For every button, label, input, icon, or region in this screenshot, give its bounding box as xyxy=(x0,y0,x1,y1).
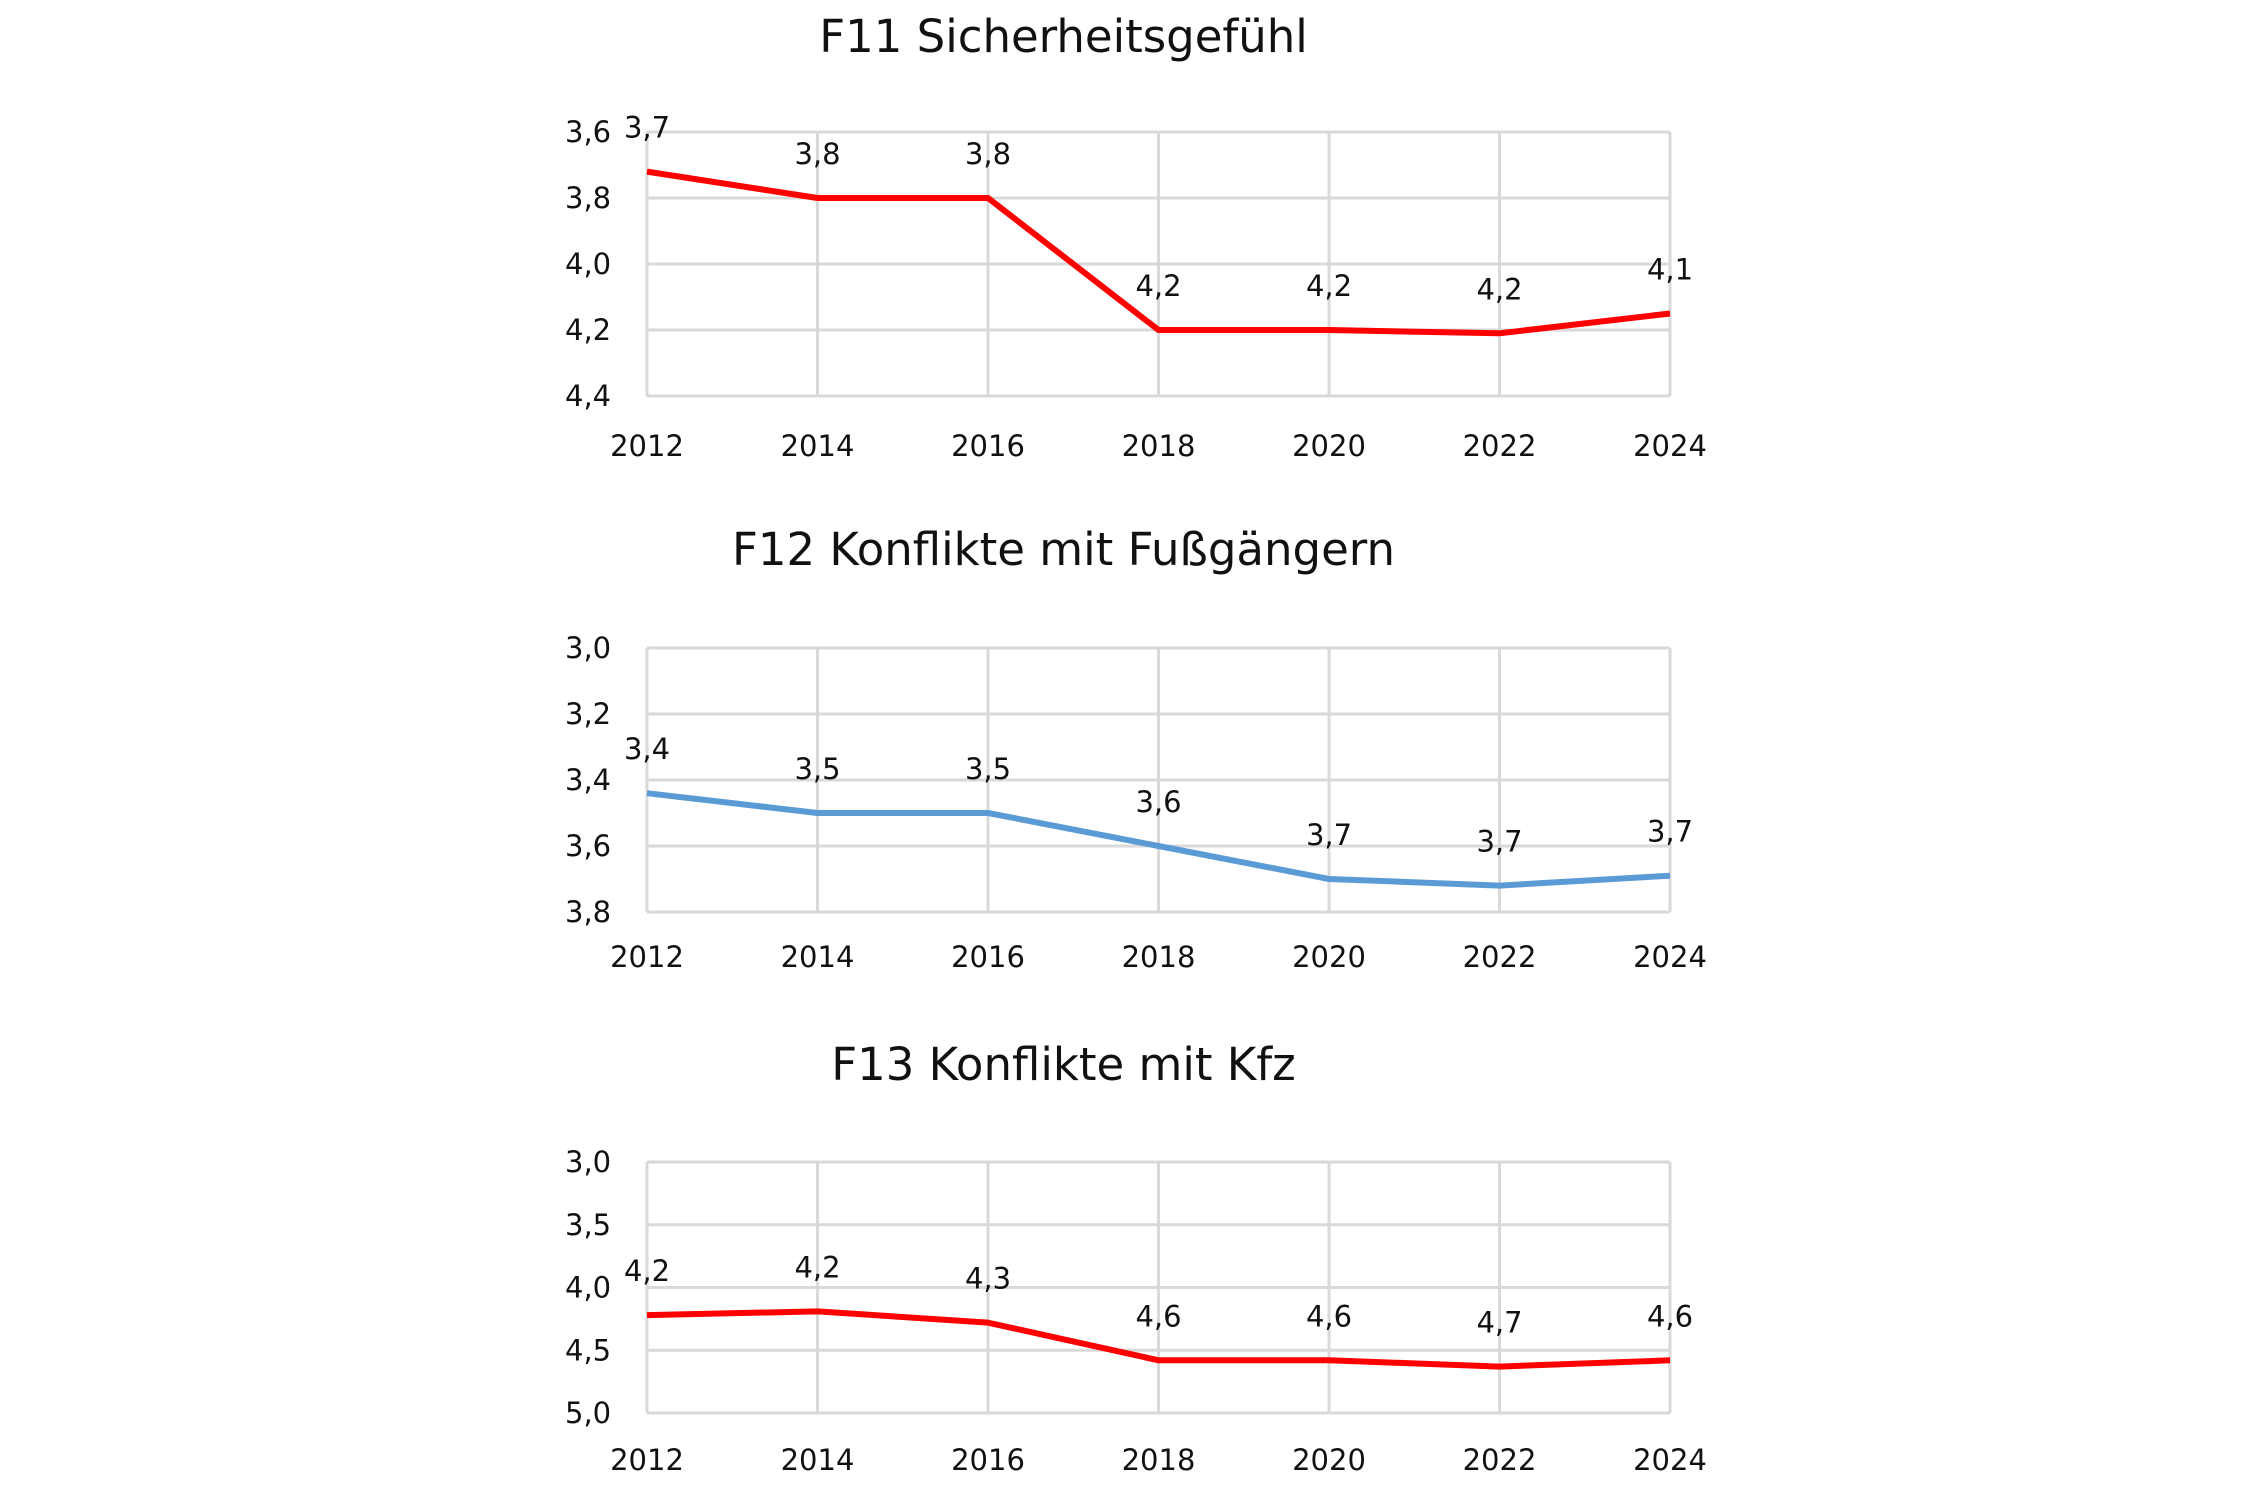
y-tick-label: 5,0 xyxy=(565,1396,611,1430)
data-label: 4,6 xyxy=(1135,1299,1181,1333)
data-label: 3,7 xyxy=(624,111,670,145)
x-tick-label: 2018 xyxy=(1122,1443,1196,1477)
x-tick-label: 2024 xyxy=(1633,1443,1707,1477)
data-label: 4,2 xyxy=(1135,269,1181,303)
y-tick-label: 4,2 xyxy=(565,313,611,347)
y-tick-label: 3,0 xyxy=(565,631,611,665)
y-tick-label: 3,5 xyxy=(565,1208,611,1242)
data-label: 3,8 xyxy=(965,137,1011,171)
x-tick-label: 2012 xyxy=(610,940,684,974)
data-label: 3,7 xyxy=(1647,815,1693,849)
y-tick-label: 3,0 xyxy=(565,1145,611,1179)
y-tick-label: 3,4 xyxy=(565,763,611,797)
chart-title: F11 Sicherheitsgefühl xyxy=(819,10,1308,63)
x-tick-label: 2022 xyxy=(1463,940,1537,974)
data-label: 3,7 xyxy=(1306,818,1352,852)
y-tick-label: 3,2 xyxy=(565,697,611,731)
x-tick-label: 2022 xyxy=(1463,429,1537,463)
x-tick-label: 2014 xyxy=(781,1443,855,1477)
x-tick-label: 2012 xyxy=(610,429,684,463)
x-tick-label: 2022 xyxy=(1463,1443,1537,1477)
y-tick-label: 3,8 xyxy=(565,895,611,929)
x-tick-label: 2024 xyxy=(1633,940,1707,974)
x-tick-label: 2018 xyxy=(1122,940,1196,974)
data-label: 4,1 xyxy=(1647,253,1693,287)
x-tick-label: 2014 xyxy=(781,429,855,463)
data-label: 3,5 xyxy=(965,752,1011,786)
data-label: 4,2 xyxy=(1306,269,1352,303)
chart-title: F13 Konflikte mit Kfz xyxy=(831,1038,1296,1091)
data-label: 4,3 xyxy=(965,1262,1011,1296)
data-label: 4,2 xyxy=(1476,272,1522,306)
x-tick-label: 2016 xyxy=(951,940,1025,974)
chart-1: F11 Sicherheitsgefühl 3,6 3,8 4,0 4,2 4,4 2012… xyxy=(565,10,1707,463)
y-tick-label: 3,6 xyxy=(565,115,611,149)
data-label: 3,4 xyxy=(624,732,670,766)
y-tick-label: 4,4 xyxy=(565,379,611,413)
data-label: 3,6 xyxy=(1135,785,1181,819)
x-tick-label: 2024 xyxy=(1633,429,1707,463)
y-tick-label: 4,5 xyxy=(565,1333,611,1367)
data-label: 4,6 xyxy=(1306,1299,1352,1333)
y-tick-label: 4,0 xyxy=(565,1271,611,1305)
y-tick-label: 3,6 xyxy=(565,829,611,863)
data-label: 4,7 xyxy=(1476,1306,1522,1340)
data-label: 3,7 xyxy=(1476,825,1522,859)
x-tick-label: 2012 xyxy=(610,1443,684,1477)
chart-2: F12 Konflikte mit Fußgängern 3,0 3,2 3,4 3,6… xyxy=(565,523,1707,974)
y-tick-label: 4,0 xyxy=(565,247,611,281)
data-label: 4,6 xyxy=(1647,1299,1693,1333)
x-tick-label: 2014 xyxy=(781,940,855,974)
x-tick-label: 2016 xyxy=(951,429,1025,463)
data-label: 3,5 xyxy=(794,752,840,786)
x-tick-label: 2020 xyxy=(1292,1443,1366,1477)
x-tick-label: 2020 xyxy=(1292,429,1366,463)
data-label: 4,2 xyxy=(794,1250,840,1284)
y-tick-label: 3,8 xyxy=(565,181,611,215)
chart-3: F13 Konflikte mit Kfz 3,0 3,5 4,0 4,5 5,0 2012… xyxy=(565,1038,1707,1477)
x-tick-label: 2020 xyxy=(1292,940,1366,974)
x-tick-label: 2016 xyxy=(951,1443,1025,1477)
data-label: 3,8 xyxy=(794,137,840,171)
chart-title: F12 Konflikte mit Fußgängern xyxy=(732,523,1395,576)
data-label: 4,2 xyxy=(624,1254,670,1288)
x-tick-label: 2018 xyxy=(1122,429,1196,463)
